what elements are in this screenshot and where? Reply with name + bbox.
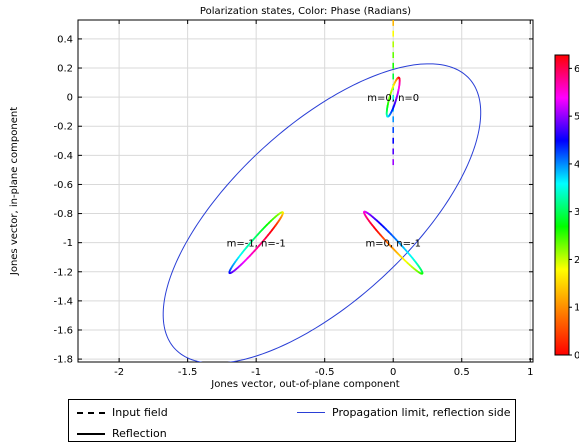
x-tick-label: -1.5: [178, 367, 198, 378]
ellipse-annotation: m=0, n=0: [367, 93, 419, 104]
y-tick-label: -1: [63, 238, 73, 249]
colorbar-tick-label: 3: [574, 207, 579, 218]
colorbar: [554, 54, 570, 356]
legend-label-reflection: Reflection: [112, 427, 167, 440]
y-tick-label: -0.8: [53, 209, 73, 220]
x-axis-label: Jones vector, out-of-plane component: [210, 379, 399, 390]
plot-frame: [77, 19, 534, 363]
y-tick-label: -1.4: [53, 296, 73, 307]
y-tick-label: -1.2: [53, 267, 73, 278]
colorbar-tick-label: 2: [574, 255, 579, 266]
y-axis-label: Jones vector, in-plane component: [9, 107, 20, 276]
x-tick-label: 1: [527, 367, 533, 378]
x-tick-label: -0.5: [315, 367, 335, 378]
colorbar-tick-label: 6: [574, 64, 579, 75]
plot-background: [78, 20, 533, 362]
legend-label-input-field: Input field: [112, 406, 168, 419]
y-tick-label: 0.4: [57, 34, 73, 45]
y-tick-label: -0.6: [53, 180, 73, 191]
y-tick-label: 0.2: [57, 64, 73, 75]
colorbar-tick-label: 4: [574, 159, 579, 170]
plot-content: [162, 20, 482, 362]
y-tick-label: 0: [67, 93, 73, 104]
legend-swatch-input-field: [77, 412, 105, 414]
colorbar-tick-label: 1: [574, 303, 579, 314]
legend-swatch-reflection: [77, 433, 105, 435]
ellipse-annotation: m=0, n=-1: [365, 239, 421, 250]
legend: Input field Reflection Propagation limit…: [68, 399, 516, 442]
legend-label-propagation-limit: Propagation limit, reflection side: [332, 406, 511, 419]
y-tick-label: -1.8: [53, 355, 73, 366]
propagation-limit-ellipse: [162, 63, 482, 362]
x-tick-label: -2: [114, 367, 124, 378]
x-tick-label: -1: [251, 367, 261, 378]
y-tick-label: -1.6: [53, 325, 73, 336]
x-tick-label: 0.5: [454, 367, 470, 378]
ellipse-annotation: m=-1, n=-1: [227, 239, 286, 250]
colorbar-tick-label: 5: [574, 112, 579, 123]
y-tick-label: -0.4: [53, 151, 73, 162]
chart-title: Polarization states, Color: Phase (Radia…: [200, 6, 411, 17]
x-tick-label: 0: [390, 367, 396, 378]
y-tick-label: -0.2: [53, 122, 73, 133]
legend-swatch-propagation-limit: [297, 412, 325, 413]
colorbar-tick-label: 0: [574, 351, 579, 362]
